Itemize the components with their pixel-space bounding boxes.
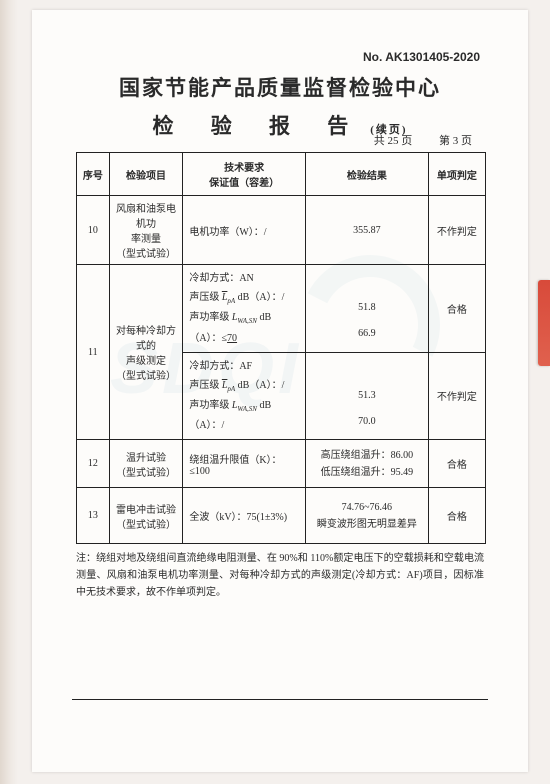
scan-spine [0,0,18,784]
pager-current: 第 3 页 [439,135,472,147]
docno-label: No. [363,50,382,64]
document-page: SDQI No. AK1301405-2020 国家节能产品质量监督检验中心 检… [32,10,528,772]
title-main: 检 验 报 告 [152,114,364,138]
outer-frame-bottom [72,152,488,700]
title-line-1: 国家节能产品质量监督检验中心 [32,72,528,102]
docno-value: AK1301405-2020 [385,50,480,64]
pager-total: 共 25 页 [374,135,413,147]
red-tab-marker [538,280,550,366]
document-number: No. AK1301405-2020 [363,50,480,64]
pager: 共 25 页 第 3 页 [374,132,472,148]
